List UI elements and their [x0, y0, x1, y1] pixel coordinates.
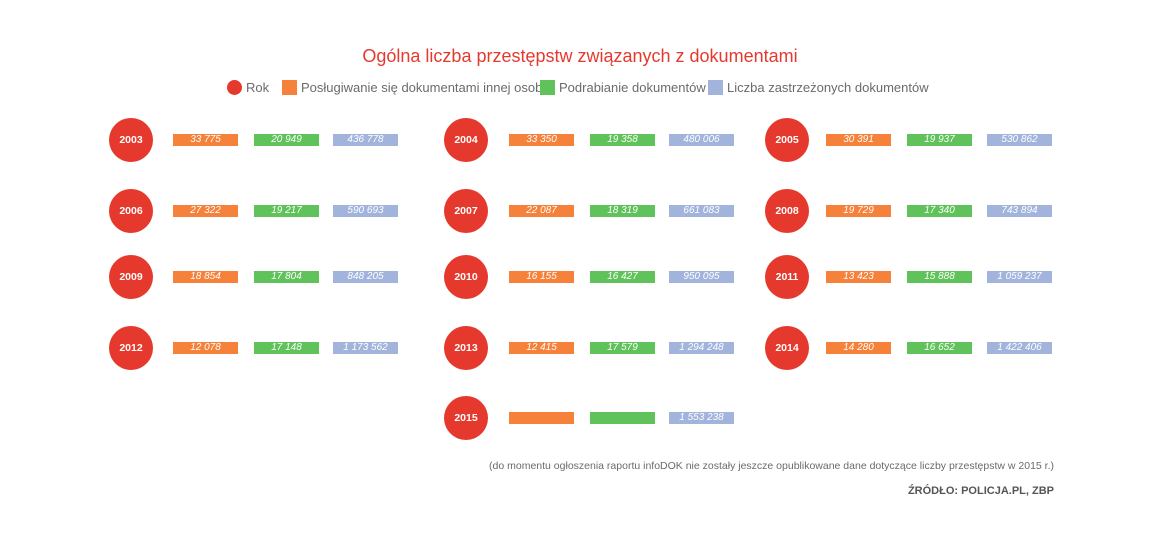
- year-circle: 2010: [444, 255, 488, 299]
- year-circle: 2015: [444, 396, 488, 440]
- bar-zastrzezone: 848 205: [333, 271, 398, 283]
- bar-podrabianie: 19 358: [590, 134, 655, 146]
- legend-label: Posługiwanie się dokumentami innej osoby: [301, 79, 549, 95]
- year-circle: 2006: [109, 189, 153, 233]
- bar-podrabianie: 16 427: [590, 271, 655, 283]
- year-circle: 2013: [444, 326, 488, 370]
- legend-item: Posługiwanie się dokumentami innej osoby: [282, 78, 549, 96]
- legend-label: Liczba zastrzeżonych dokumentów: [727, 79, 929, 95]
- bar-posługiwanie: 16 155: [509, 271, 574, 283]
- bar-zastrzezone: 480 006: [669, 134, 734, 146]
- bar-zastrzezone: 743 894: [987, 205, 1052, 217]
- legend-circle-swatch: [227, 79, 242, 95]
- bar-zastrzezone: 436 778: [333, 134, 398, 146]
- bar-posługiwanie: 12 415: [509, 342, 574, 354]
- legend-label: Podrabianie dokumentów: [559, 79, 706, 95]
- bar-podrabianie: 19 217: [254, 205, 319, 217]
- bar-zastrzezone: 1 173 562: [333, 342, 398, 354]
- legend-square-swatch: [282, 79, 297, 95]
- source-label: ŹRÓDŁO: POLICJA.PL, ZBP: [907, 485, 1054, 497]
- bar-zastrzezone: 950 095: [669, 271, 734, 283]
- bar-zastrzezone: 1 294 248: [669, 342, 734, 354]
- legend-item: Rok: [227, 78, 269, 96]
- bar-podrabianie: 20 949: [254, 134, 319, 146]
- bar-podrabianie: 16 652: [907, 342, 972, 354]
- bar-posługiwanie: 14 280: [826, 342, 891, 354]
- bar-posługiwanie: 13 423: [826, 271, 891, 283]
- bar-podrabianie: 15 888: [907, 271, 972, 283]
- bar-zastrzezone: 590 693: [333, 205, 398, 217]
- year-circle: 2014: [765, 326, 809, 370]
- bar-posługiwanie: [509, 412, 574, 424]
- year-circle: 2008: [765, 189, 809, 233]
- bar-zastrzezone: 1 422 406: [987, 342, 1052, 354]
- year-circle: 2005: [765, 118, 809, 162]
- bar-podrabianie: 19 937: [907, 134, 972, 146]
- bar-posługiwanie: 12 078: [173, 342, 238, 354]
- year-circle: 2007: [444, 189, 488, 233]
- year-circle: 2009: [109, 255, 153, 299]
- bar-zastrzezone: 530 862: [987, 134, 1052, 146]
- legend-square-swatch: [708, 79, 723, 95]
- bar-posługiwanie: 33 775: [173, 134, 238, 146]
- bar-posługiwanie: 27 322: [173, 205, 238, 217]
- bar-posługiwanie: 22 087: [509, 205, 574, 217]
- legend: Rok Posługiwanie się dokumentami innej os…: [0, 78, 1160, 96]
- bar-podrabianie: 17 579: [590, 342, 655, 354]
- year-circle: 2004: [444, 118, 488, 162]
- bar-podrabianie: 17 340: [907, 205, 972, 217]
- legend-item: Podrabianie dokumentów: [540, 78, 706, 96]
- bar-zastrzezone: 661 083: [669, 205, 734, 217]
- bar-podrabianie: 18 319: [590, 205, 655, 217]
- legend-square-swatch: [540, 79, 555, 95]
- bar-posługiwanie: 33 350: [509, 134, 574, 146]
- year-circle: 2012: [109, 326, 153, 370]
- year-circle: 2003: [109, 118, 153, 162]
- bar-posługiwanie: 18 854: [173, 271, 238, 283]
- bar-zastrzezone: 1 059 237: [987, 271, 1052, 283]
- bar-posługiwanie: 30 391: [826, 134, 891, 146]
- bar-podrabianie: [590, 412, 655, 424]
- bar-podrabianie: 17 804: [254, 271, 319, 283]
- footnote: (do momentu ogłoszenia raportu infoDOK n…: [489, 460, 1054, 472]
- chart-title: Ogólna liczba przestępstw związanych z d…: [362, 46, 798, 66]
- year-circle: 2011: [765, 255, 809, 299]
- bar-podrabianie: 17 148: [254, 342, 319, 354]
- bar-posługiwanie: 19 729: [826, 205, 891, 217]
- bar-zastrzezone: 1 553 238: [669, 412, 734, 424]
- legend-label: Rok: [246, 79, 270, 95]
- legend-item: Liczba zastrzeżonych dokumentów: [708, 78, 929, 96]
